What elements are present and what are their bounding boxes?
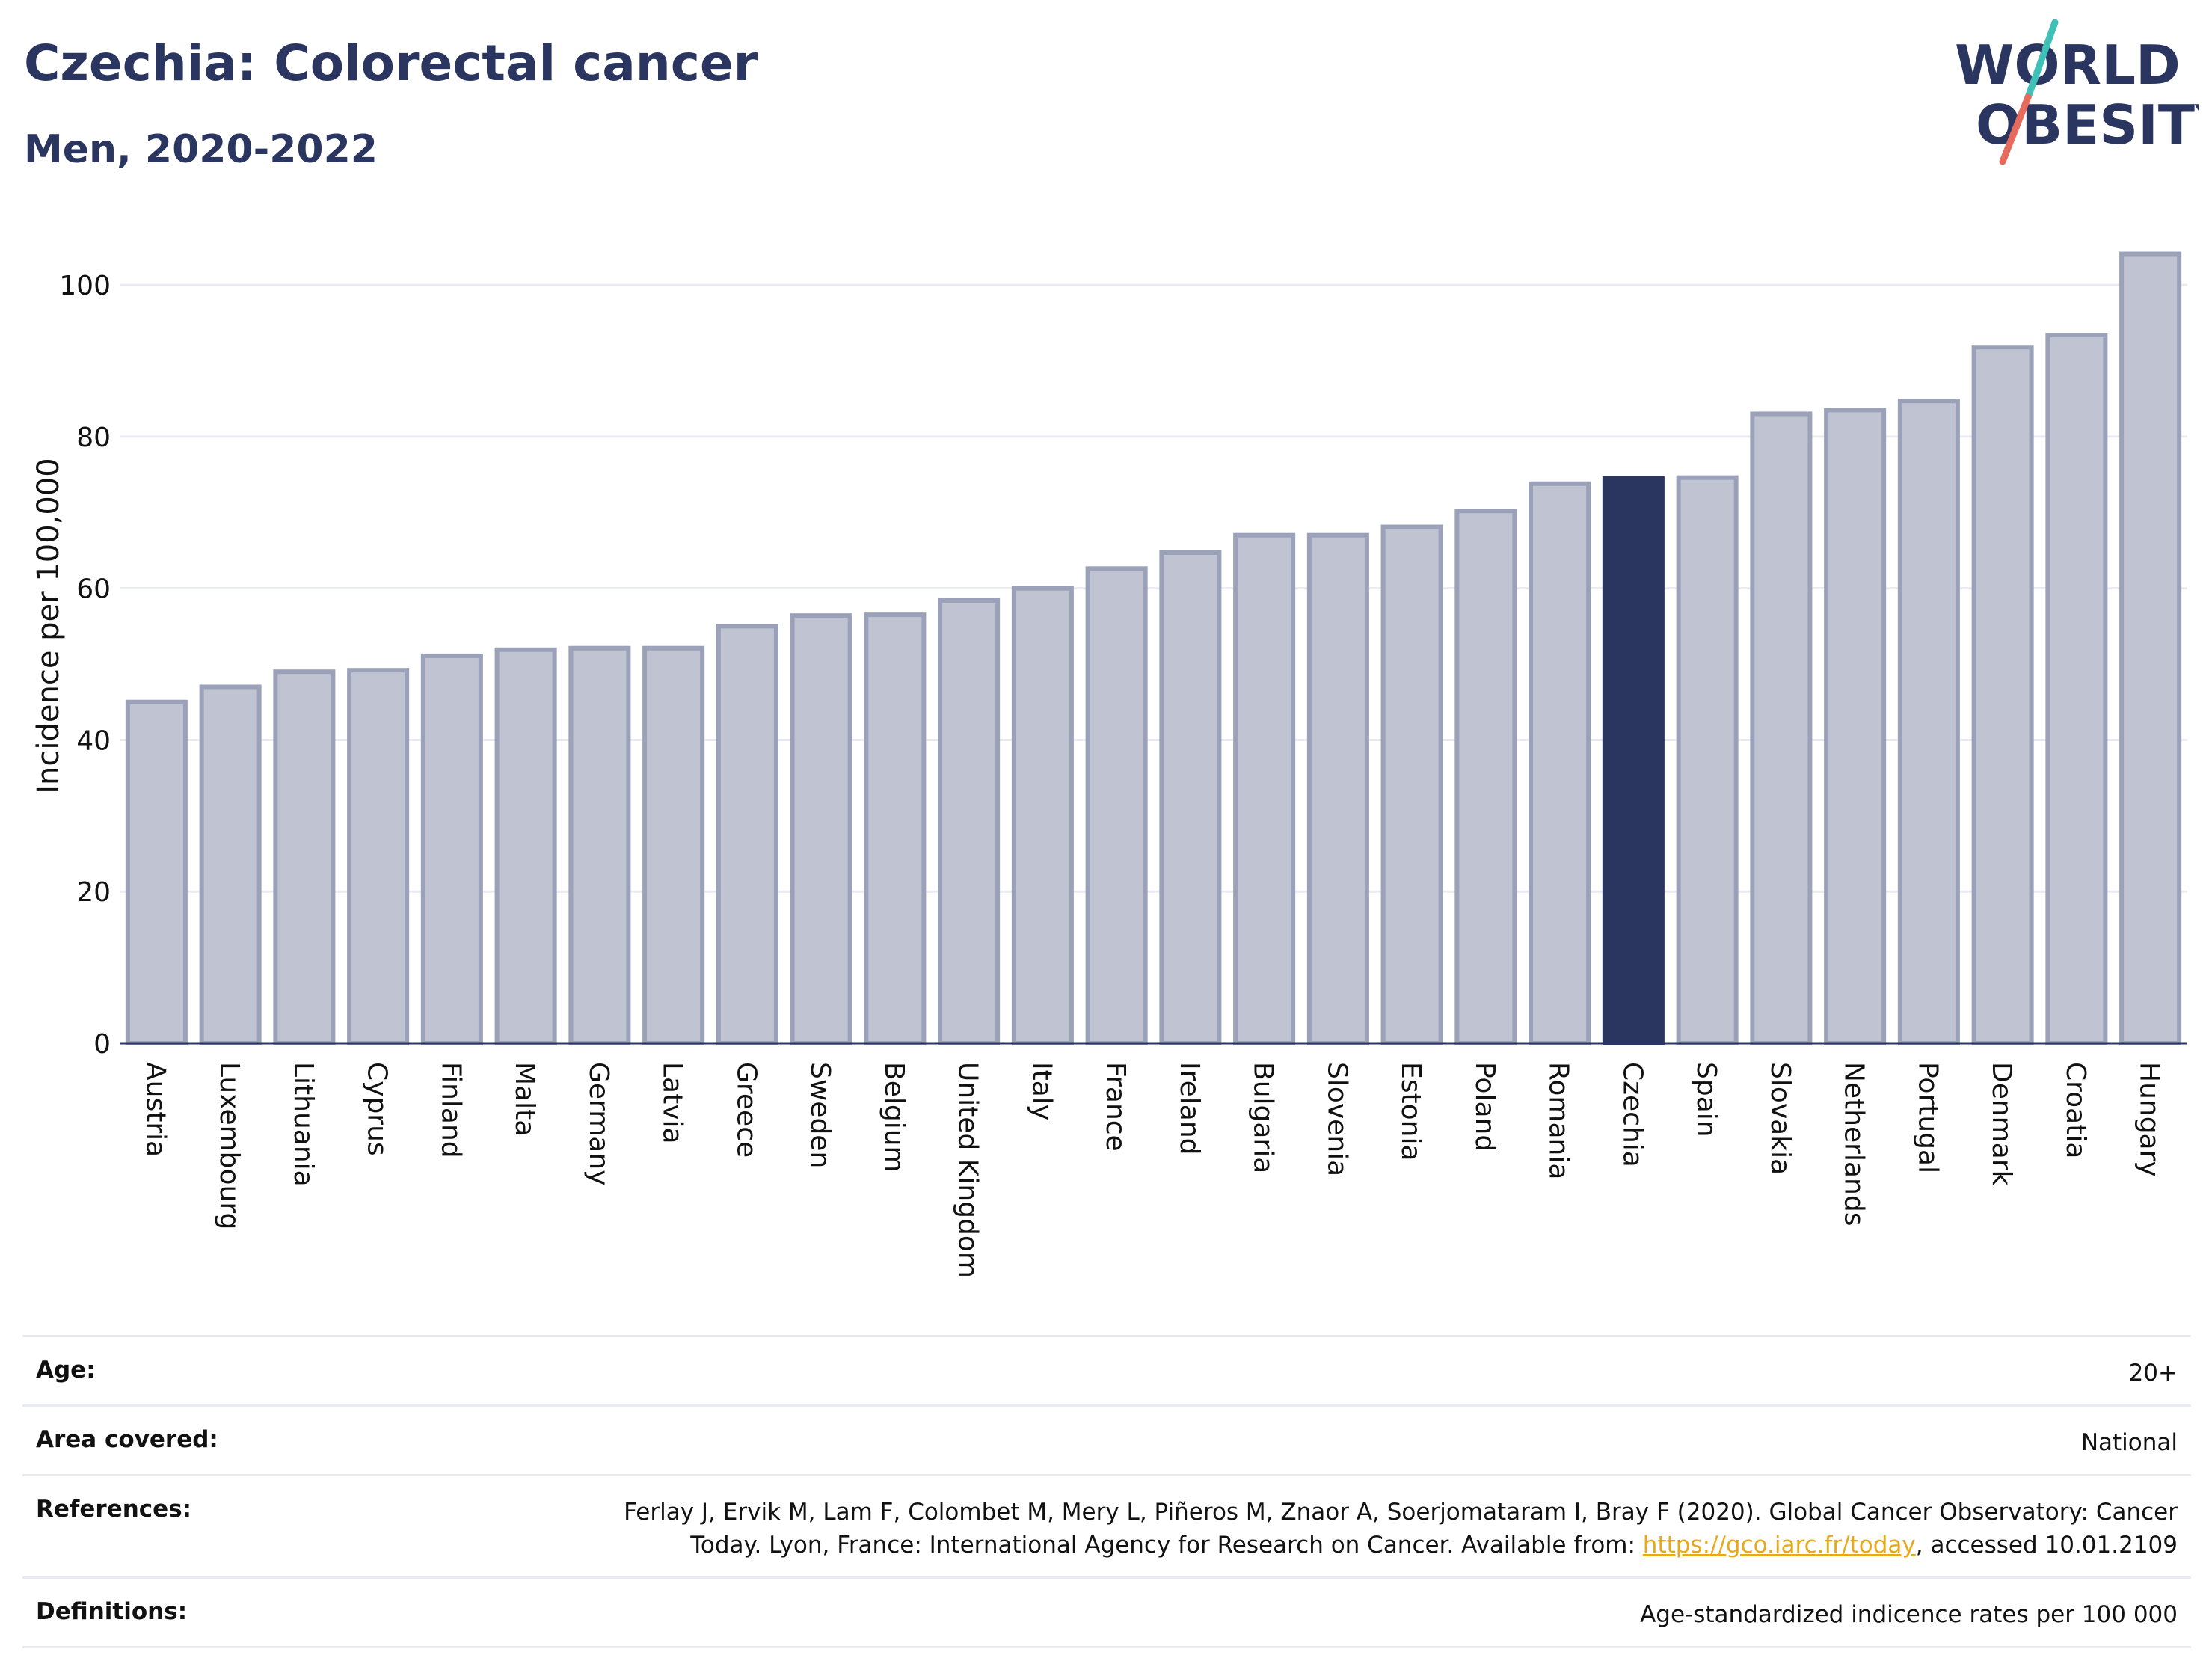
bar-france bbox=[1085, 566, 1148, 1045]
chart-title: Czechia: Colorectal cancer bbox=[24, 34, 758, 92]
x-tick-label-spain: Spain bbox=[1691, 1062, 1721, 1137]
x-tick-label-ireland: Ireland bbox=[1174, 1062, 1205, 1155]
x-tick-label-malta: Malta bbox=[509, 1062, 540, 1136]
bar-united-kingdom bbox=[938, 598, 1001, 1045]
bar-slovenia bbox=[1306, 532, 1369, 1045]
y-tick-label-0: 0 bbox=[93, 1029, 111, 1060]
x-tick-label-netherlands: Netherlands bbox=[1839, 1062, 1870, 1226]
area-label: Area covered: bbox=[36, 1426, 218, 1453]
bar-latvia bbox=[642, 645, 705, 1045]
bar-germany bbox=[568, 645, 631, 1045]
bar-hungary bbox=[2119, 251, 2182, 1046]
references-text: Ferlay J, Ervik M, Lam F, Colombet M, Me… bbox=[624, 1499, 2178, 1559]
bar-chart: 0 20 40 60 80 100 Austria Luxembourg Lithuania Cy… bbox=[31, 251, 2187, 1278]
bar-poland bbox=[1454, 509, 1517, 1045]
y-tick-label-20: 20 bbox=[76, 877, 111, 908]
y-tick-label-60: 60 bbox=[76, 574, 111, 605]
references-link[interactable]: https://gco.iarc.fr/today bbox=[1642, 1532, 1916, 1559]
x-tick-label-lithuania: Lithuania bbox=[288, 1062, 319, 1187]
bar-cyprus bbox=[347, 668, 410, 1046]
x-tick-label-austria: Austria bbox=[140, 1062, 170, 1157]
y-tick-label-100: 100 bbox=[59, 271, 111, 301]
x-tick-label-germany: Germany bbox=[583, 1062, 614, 1185]
definitions-label: Definitions: bbox=[36, 1598, 188, 1625]
logo-slash-teal bbox=[2024, 19, 2059, 101]
info-row-references: References: Ferlay J, Ervik M, Lam F, Co… bbox=[22, 1474, 2191, 1576]
x-tick-label-cyprus: Cyprus bbox=[362, 1062, 393, 1156]
info-table: Age: 20+ Area covered: National Referenc… bbox=[22, 1335, 2191, 1648]
logo-slash-coral bbox=[1999, 93, 2032, 165]
chart-subtitle: Men, 2020-2022 bbox=[24, 127, 378, 172]
axes: 0 20 40 60 80 100 Austria Luxembourg Lithuania Cy… bbox=[59, 271, 2187, 1278]
x-tick-label-sweden: Sweden bbox=[805, 1062, 835, 1168]
bar-austria bbox=[125, 699, 188, 1045]
bar-sweden bbox=[790, 613, 852, 1045]
bar-denmark bbox=[1971, 345, 2034, 1045]
logo-word-obesity: OBESITY bbox=[1976, 93, 2199, 156]
references-value: Ferlay J, Ervik M, Lam F, Colombet M, Me… bbox=[607, 1496, 2178, 1562]
bar-lithuania bbox=[273, 669, 336, 1045]
bar-romania bbox=[1529, 481, 1591, 1045]
x-tick-label-luxembourg: Luxembourg bbox=[214, 1062, 245, 1229]
x-tick-label-united-kingdom: United Kingdom bbox=[953, 1062, 983, 1278]
bar-slovakia bbox=[1750, 411, 1813, 1045]
age-label: Age: bbox=[36, 1357, 96, 1384]
bar-spain bbox=[1676, 475, 1739, 1045]
bar-luxembourg bbox=[199, 684, 262, 1045]
bar-belgium bbox=[864, 612, 927, 1045]
x-tick-label-bulgaria: Bulgaria bbox=[1248, 1062, 1279, 1173]
bar-czechia bbox=[1602, 476, 1665, 1045]
x-tick-label-poland: Poland bbox=[1469, 1062, 1500, 1152]
y-tick-label-80: 80 bbox=[76, 423, 111, 453]
x-tick-label-romania: Romania bbox=[1543, 1062, 1574, 1179]
bar-portugal bbox=[1897, 399, 1960, 1045]
x-tick-label-italy: Italy bbox=[1026, 1062, 1057, 1120]
x-tick-label-croatia: Croatia bbox=[2060, 1062, 2091, 1158]
bar-malta bbox=[494, 647, 557, 1045]
x-tick-label-finland: Finland bbox=[435, 1062, 466, 1158]
x-tick-label-slovakia: Slovakia bbox=[1765, 1062, 1795, 1175]
logo-word-world: WORLD bbox=[1955, 34, 2181, 96]
references-accessed: , accessed 10.01.2109 bbox=[1915, 1532, 2178, 1559]
x-tick-label-portugal: Portugal bbox=[1912, 1062, 1943, 1173]
bar-bulgaria bbox=[1233, 532, 1296, 1045]
x-tick-label-greece: Greece bbox=[731, 1062, 761, 1158]
x-tick-label-hungary: Hungary bbox=[2134, 1062, 2165, 1177]
world-obesity-logo: WORLD OBESITY bbox=[1955, 19, 2199, 165]
info-row-definitions: Definitions: Age-standardized indicence … bbox=[22, 1576, 2191, 1648]
x-tick-label-belgium: Belgium bbox=[879, 1062, 909, 1173]
area-value: National bbox=[2080, 1429, 2178, 1456]
bar-greece bbox=[716, 624, 778, 1045]
bar-netherlands bbox=[1824, 408, 1887, 1045]
bar-croatia bbox=[2045, 333, 2108, 1045]
definitions-value: Age-standardized indicence rates per 100… bbox=[1640, 1601, 2178, 1628]
y-axis-label: Incidence per 100,000 bbox=[31, 458, 66, 794]
x-tick-label-denmark: Denmark bbox=[1986, 1062, 2017, 1186]
bars bbox=[125, 251, 2182, 1046]
bar-ireland bbox=[1159, 550, 1222, 1045]
x-tick-label-czechia: Czechia bbox=[1617, 1062, 1647, 1167]
x-tick-label-france: France bbox=[1100, 1062, 1131, 1152]
bar-finland bbox=[420, 653, 483, 1045]
y-tick-label-40: 40 bbox=[76, 725, 111, 756]
bar-estonia bbox=[1380, 524, 1443, 1045]
bar-italy bbox=[1011, 586, 1074, 1045]
references-label: References: bbox=[36, 1496, 192, 1523]
x-tick-label-latvia: Latvia bbox=[657, 1062, 688, 1144]
info-row-area: Area covered: National bbox=[22, 1404, 2191, 1474]
x-tick-label-slovenia: Slovenia bbox=[1321, 1062, 1352, 1176]
x-tick-label-estonia: Estonia bbox=[1395, 1062, 1426, 1161]
info-row-age: Age: 20+ bbox=[22, 1335, 2191, 1404]
age-value: 20+ bbox=[2128, 1360, 2178, 1387]
